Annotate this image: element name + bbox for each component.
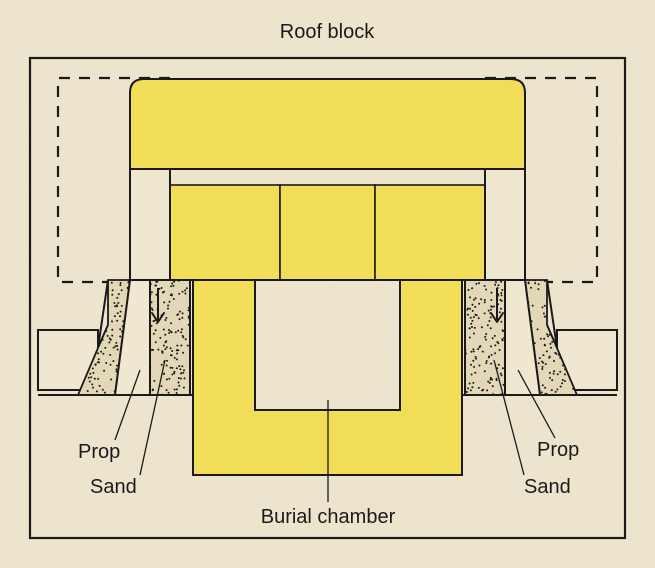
mid-block-center	[280, 185, 375, 280]
label-prop-left: Prop	[78, 441, 120, 463]
diagram-container: Roof block Burial chamber Prop Sand Prop Sand	[0, 0, 655, 568]
mid-block-right	[375, 185, 485, 280]
label-burial-chamber: Burial chamber	[261, 506, 396, 528]
slot-right	[485, 169, 525, 280]
slot-left	[130, 169, 170, 280]
mid-block-left	[170, 185, 280, 280]
roof-block	[130, 79, 525, 169]
label-prop-right: Prop	[537, 439, 579, 461]
label-roof-block: Roof block	[280, 21, 375, 43]
label-sand-right: Sand	[524, 476, 571, 498]
label-sand-left: Sand	[90, 476, 137, 498]
diagram-svg: Roof block Burial chamber Prop Sand Prop Sand	[0, 0, 655, 568]
